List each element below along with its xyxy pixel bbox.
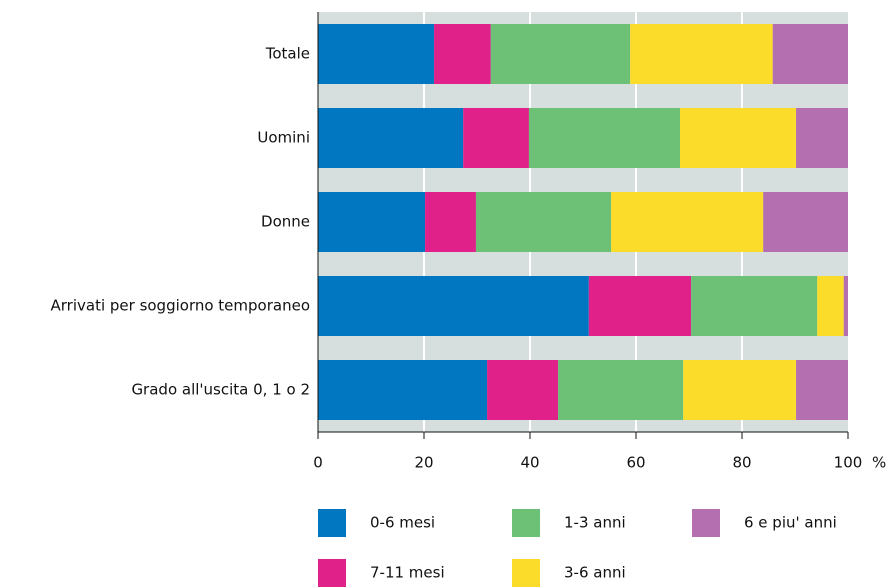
- x-tick-label: 0: [313, 454, 323, 472]
- bar-segment: [796, 360, 848, 420]
- legend-label: 1-3 anni: [564, 514, 626, 532]
- y-tick-label: Totale: [265, 45, 310, 63]
- y-tick-label: Grado all'uscita 0, 1 o 2: [131, 381, 310, 399]
- bar-segment: [318, 24, 435, 84]
- y-tick-label: Arrivati per soggiorno temporaneo: [51, 297, 311, 315]
- bar-segment: [490, 24, 631, 84]
- legend-swatch: [318, 559, 346, 587]
- legend-label: 6 e piu' anni: [744, 514, 837, 532]
- bar-segment: [475, 192, 612, 252]
- bar-segment: [318, 276, 589, 336]
- legend-label: 0-6 mesi: [370, 514, 435, 532]
- legend-swatch: [512, 559, 540, 587]
- bar-segment: [683, 360, 797, 420]
- bar-segment: [691, 276, 818, 336]
- bar-segment: [528, 108, 680, 168]
- legend-swatch: [318, 509, 346, 537]
- bar-segment: [796, 108, 848, 168]
- bar-segment: [425, 192, 476, 252]
- y-tick-label: Uomini: [257, 129, 310, 147]
- bar-segment: [318, 360, 488, 420]
- x-axis-label: %: [872, 454, 886, 472]
- bar-segment: [772, 24, 848, 84]
- bar-segment: [588, 276, 692, 336]
- bar-segment: [763, 192, 848, 252]
- bar-segment: [611, 192, 764, 252]
- x-tick-label: 20: [414, 454, 433, 472]
- bar-segment: [318, 192, 426, 252]
- x-tick-label: 80: [732, 454, 751, 472]
- bar-segment: [817, 276, 844, 336]
- legend-label: 7-11 mesi: [370, 564, 445, 582]
- x-tick-label: 60: [626, 454, 645, 472]
- bar-segment: [434, 24, 491, 84]
- bar-segment: [843, 276, 848, 336]
- y-tick-label: Donne: [261, 213, 310, 231]
- bar-segment: [463, 108, 529, 168]
- x-tick-label: 100: [834, 454, 863, 472]
- bar-segment: [630, 24, 773, 84]
- bar-segment: [558, 360, 684, 420]
- bar-segment: [487, 360, 559, 420]
- legend-swatch: [692, 509, 720, 537]
- bar-segment: [679, 108, 797, 168]
- x-tick-label: 40: [520, 454, 539, 472]
- legend-label: 3-6 anni: [564, 564, 626, 582]
- legend-swatch: [512, 509, 540, 537]
- bar-segment: [318, 108, 464, 168]
